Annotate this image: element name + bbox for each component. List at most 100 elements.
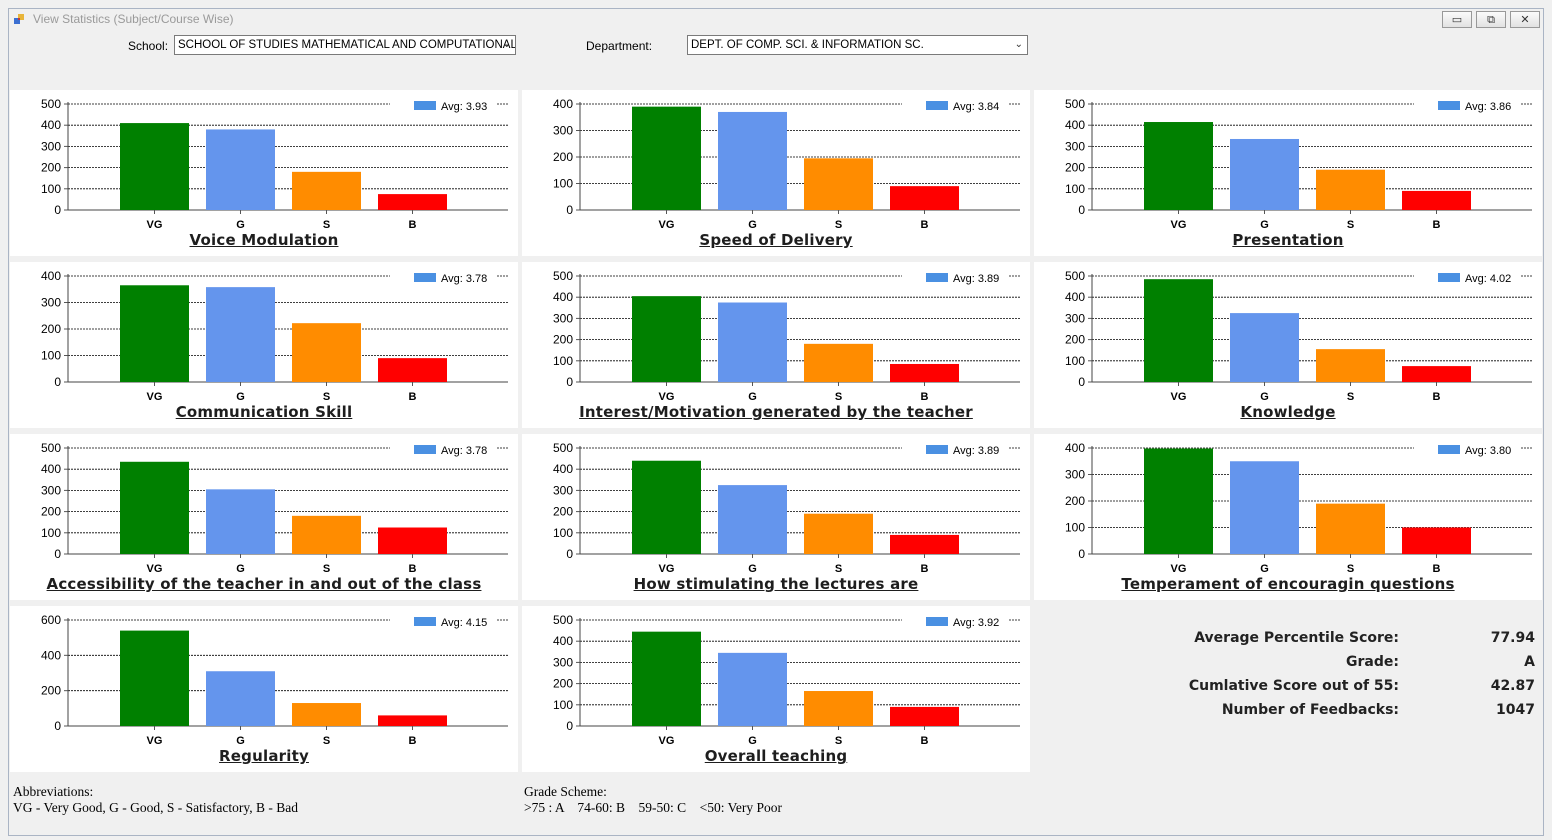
legend-label: Avg: 3.86	[1465, 101, 1511, 113]
x-tick-label: G	[1260, 391, 1269, 403]
bar-g	[206, 129, 275, 210]
bar-vg	[120, 123, 189, 210]
x-tick-label: VG	[1171, 219, 1187, 231]
x-tick-label: S	[323, 219, 330, 231]
bar-b	[890, 706, 959, 726]
bar-chart: 0 100 200 300 400 500 VG G S B Avg: 3.93	[41, 97, 508, 231]
avg-percentile-value: 77.94	[1490, 630, 1535, 646]
bar-chart: 0 100 200 300 400 500 VG G S B Avg: 3.92	[553, 613, 1020, 747]
x-tick-label: S	[835, 391, 842, 403]
x-tick-label: S	[1347, 391, 1354, 403]
bar-s	[804, 343, 873, 382]
x-tick-label: G	[236, 219, 245, 231]
department-value: DEPT. OF COMP. SCI. & INFORMATION SC.	[691, 39, 924, 51]
y-tick-label: 300	[1065, 139, 1085, 153]
y-tick-label: 400	[553, 634, 573, 648]
grade-scheme-text: >75 : A 74-60: B 59-50: C <50: Very Poor	[524, 800, 782, 815]
x-tick-label: VG	[147, 563, 163, 575]
x-tick-label: G	[1260, 563, 1269, 575]
y-tick-label: 500	[1065, 97, 1085, 111]
y-tick-label: 200	[41, 684, 61, 698]
bar-vg	[120, 285, 189, 382]
y-tick-label: 200	[553, 150, 573, 164]
y-tick-label: 200	[41, 161, 61, 175]
bar-chart: 0 100 200 300 400 500 VG G S B Avg: 3.89	[553, 269, 1020, 403]
x-tick-label: VG	[659, 563, 675, 575]
y-tick-label: 100	[1065, 354, 1085, 368]
chart-panel: 0 100 200 300 400 VG G S B Avg: 3.80 Temperament o…	[1034, 434, 1542, 600]
y-tick-label: 400	[1065, 290, 1085, 304]
feedbacks-label: Number of Feedbacks:	[1221, 702, 1399, 718]
y-tick-label: 0	[54, 547, 61, 561]
chevron-down-icon: ⌄	[1014, 39, 1023, 50]
y-tick-label: 400	[1065, 118, 1085, 132]
bar-chart: 0 100 200 300 400 VG G S B Avg: 3.84	[553, 97, 1020, 231]
x-tick-label: B	[921, 735, 929, 747]
chevron-down-icon: ⌄	[502, 39, 511, 50]
bar-vg	[632, 460, 701, 554]
restore-icon: ⧉	[1487, 13, 1495, 26]
y-tick-label: 100	[553, 526, 573, 540]
y-tick-label: 400	[41, 648, 61, 662]
y-tick-label: 200	[1065, 494, 1085, 508]
x-tick-label: S	[323, 563, 330, 575]
legend-label: Avg: 3.80	[1465, 445, 1511, 457]
minimize-button[interactable]: ▭	[1442, 11, 1472, 28]
close-button[interactable]: ✕	[1510, 11, 1540, 28]
department-dropdown[interactable]: DEPT. OF COMP. SCI. & INFORMATION SC. ⌄	[687, 35, 1028, 55]
y-tick-label: 300	[41, 139, 61, 153]
y-tick-label: 0	[54, 719, 61, 733]
grade-value: A	[1524, 654, 1535, 670]
bar-vg	[1144, 448, 1213, 554]
x-tick-label: B	[409, 219, 417, 231]
cumulative-value: 42.87	[1490, 678, 1535, 694]
bar-chart: 0 100 200 300 400 500 VG G S B Avg: 4.02	[1065, 269, 1532, 403]
legend-label: Avg: 3.78	[441, 445, 487, 457]
x-tick-label: B	[1433, 563, 1441, 575]
chart-panel: 0 100 200 300 400 500 VG G S B Avg: 3.93 Voice Modu…	[10, 90, 518, 256]
bar-b	[1402, 190, 1471, 210]
x-tick-label: G	[748, 219, 757, 231]
bar-s	[292, 515, 361, 554]
window-title: View Statistics (Subject/Course Wise)	[33, 12, 234, 26]
abbreviations-title: Abbreviations:	[13, 784, 94, 799]
y-tick-label: 200	[553, 505, 573, 519]
bar-g	[1230, 461, 1299, 554]
cumulative-label: Cumlative Score out of 55:	[1188, 678, 1399, 694]
legend-label: Avg: 3.92	[953, 617, 999, 629]
x-tick-label: S	[1347, 563, 1354, 575]
y-tick-label: 400	[41, 462, 61, 476]
bar-vg	[120, 461, 189, 554]
bar-s	[292, 171, 361, 210]
bar-g	[1230, 138, 1299, 210]
y-tick-label: 100	[553, 698, 573, 712]
restore-button[interactable]: ⧉	[1476, 11, 1506, 28]
bar-b	[378, 527, 447, 554]
chart-panel: 0 100 200 300 400 VG G S B Avg: 3.84 Speed of Deli…	[522, 90, 1030, 256]
legend-label: Avg: 3.89	[953, 273, 999, 285]
bar-g	[718, 302, 787, 382]
x-tick-label: VG	[659, 735, 675, 747]
bar-vg	[632, 631, 701, 726]
y-tick-label: 500	[41, 441, 61, 455]
chart-title: Knowledge	[1240, 403, 1336, 421]
school-dropdown[interactable]: SCHOOL OF STUDIES MATHEMATICAL AND COMPU…	[174, 35, 516, 55]
y-tick-label: 400	[41, 269, 61, 283]
x-tick-label: VG	[1171, 563, 1187, 575]
x-tick-label: B	[1433, 391, 1441, 403]
x-tick-label: G	[236, 391, 245, 403]
y-tick-label: 300	[1065, 468, 1085, 482]
y-tick-label: 300	[1065, 311, 1085, 325]
summary-panel: Average Percentile Score: 77.94 Grade: A…	[1035, 620, 1545, 730]
y-tick-label: 100	[1065, 182, 1085, 196]
chart-title: Overall teaching	[704, 747, 848, 765]
legend-swatch	[414, 445, 436, 454]
y-tick-label: 100	[41, 526, 61, 540]
bar-b	[890, 534, 959, 554]
bar-chart: 0 100 200 300 400 VG G S B Avg: 3.80	[1065, 441, 1532, 575]
school-label: School:	[128, 39, 169, 53]
bar-s	[292, 323, 361, 382]
grade-label: Grade:	[1346, 654, 1399, 670]
x-tick-label: B	[409, 391, 417, 403]
bar-b	[378, 358, 447, 382]
